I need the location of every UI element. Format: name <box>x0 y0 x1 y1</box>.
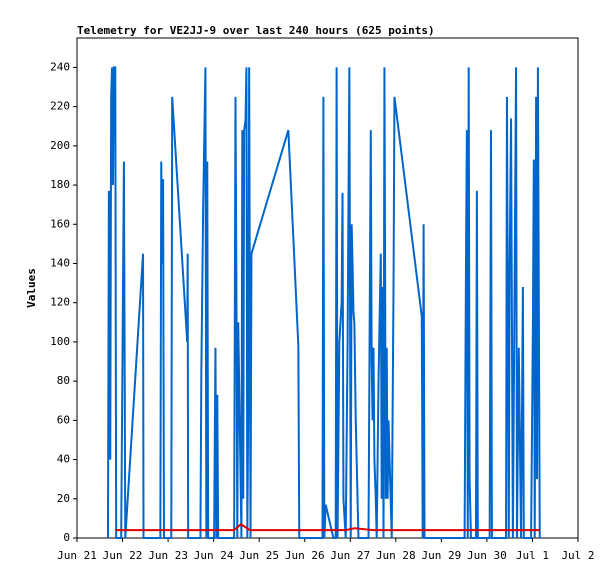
x-tick-label: Jun 25 <box>239 549 279 562</box>
x-tick-label: Jul 2 <box>561 549 594 562</box>
y-tick-label: 160 <box>50 217 70 230</box>
y-tick-label: 180 <box>50 178 70 191</box>
y-tick-label: 20 <box>57 492 70 505</box>
x-tick-label: Jul 1 <box>516 549 549 562</box>
x-tick-label: Jun 26 <box>285 549 325 562</box>
y-tick-label: 40 <box>57 453 70 466</box>
plot-area <box>76 37 579 539</box>
chart-title: Telemetry for VE2JJ-9 over last 240 hour… <box>77 24 435 37</box>
x-tick-label: Jun 21 <box>57 549 97 562</box>
x-tick-label: Jun 27 <box>330 549 370 562</box>
y-tick-label: 240 <box>50 60 70 73</box>
data-line <box>106 66 541 539</box>
x-tick-label: Jun 30 <box>467 549 507 562</box>
x-tick-label: Jun 24 <box>194 549 234 562</box>
x-tick-label: Jun 23 <box>148 549 188 562</box>
data-line <box>115 523 540 532</box>
y-tick-label: 0 <box>63 531 70 544</box>
y-tick-label: 60 <box>57 413 70 426</box>
y-tick-label: 220 <box>50 100 70 113</box>
y-tick-label: 120 <box>50 296 70 309</box>
y-tick-label: 100 <box>50 335 70 348</box>
y-tick-label: 200 <box>50 139 70 152</box>
x-tick-label: Jun 22 <box>103 549 143 562</box>
y-axis-title: Values <box>25 268 38 308</box>
y-tick-label: 140 <box>50 256 70 269</box>
x-tick-label: Jun 29 <box>421 549 461 562</box>
y-tick-label: 80 <box>57 374 70 387</box>
x-tick-label: Jun 28 <box>376 549 416 562</box>
